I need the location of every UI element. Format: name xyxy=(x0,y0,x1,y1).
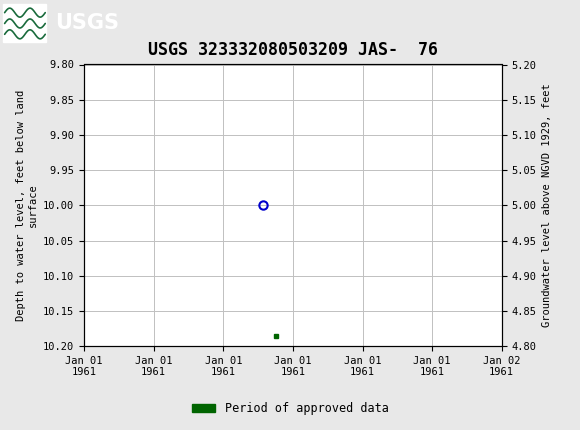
Title: USGS 323332080503209 JAS-  76: USGS 323332080503209 JAS- 76 xyxy=(148,41,438,59)
FancyBboxPatch shape xyxy=(3,3,46,42)
Text: USGS: USGS xyxy=(55,12,119,33)
Legend: Period of approved data: Period of approved data xyxy=(187,397,393,420)
Y-axis label: Groundwater level above NGVD 1929, feet: Groundwater level above NGVD 1929, feet xyxy=(542,83,552,327)
Y-axis label: Depth to water level, feet below land
surface: Depth to water level, feet below land su… xyxy=(16,90,38,321)
